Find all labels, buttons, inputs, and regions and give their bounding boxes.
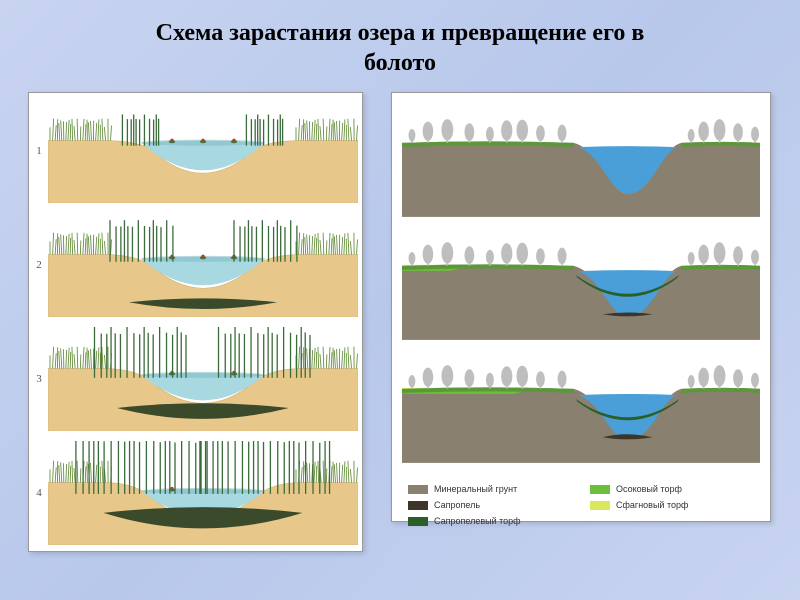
left-stage-svg	[48, 213, 358, 317]
title-line1: Схема зарастания озера и превращение его…	[156, 20, 645, 46]
legend-label: Осоковый торф	[616, 484, 682, 494]
legend-swatch	[590, 485, 610, 494]
stage-number: 1	[33, 145, 45, 157]
title-line2: болото	[364, 50, 436, 76]
legend-item: Сапропелевый торф	[408, 516, 572, 526]
right-diagram-panel: Минеральный грунт Осоковый торф Сапропел…	[391, 92, 771, 522]
legend-item: Минеральный грунт	[408, 484, 572, 494]
left-diagram-panel: 1 2	[28, 92, 363, 552]
left-stage-svg	[48, 99, 358, 203]
right-stage-svg	[402, 111, 760, 217]
right-stage-row	[402, 357, 760, 468]
left-stage-svg	[48, 441, 358, 545]
stage-number: 3	[33, 373, 45, 385]
right-stage-row	[402, 234, 760, 345]
stage-number: 4	[33, 487, 45, 499]
right-stage-svg	[402, 234, 760, 340]
right-stage-svg	[402, 357, 760, 463]
legend-label: Сапропелевый торф	[434, 516, 521, 526]
content-area: 1 2	[0, 92, 800, 552]
left-stage-row: 4	[33, 441, 358, 545]
legend-label: Сфагновый торф	[616, 500, 688, 510]
legend-swatch	[408, 517, 428, 526]
legend-item: Сапропель	[408, 500, 572, 510]
left-stage-row: 2	[33, 213, 358, 317]
left-stage-row: 3	[33, 327, 358, 431]
legend-label: Минеральный грунт	[434, 484, 517, 494]
legend-item: Сфагновый торф	[590, 500, 754, 510]
legend-label: Сапропель	[434, 500, 480, 510]
legend-item: Осоковый торф	[590, 484, 754, 494]
left-stage-row: 1	[33, 99, 358, 203]
legend: Минеральный грунт Осоковый торф Сапропел…	[402, 480, 760, 526]
left-stage-svg	[48, 327, 358, 431]
page-title: Схема зарастания озера и превращение его…	[0, 0, 800, 92]
right-stage-row	[402, 111, 760, 222]
stage-number: 2	[33, 259, 45, 271]
legend-swatch	[590, 501, 610, 510]
legend-swatch	[408, 501, 428, 510]
legend-swatch	[408, 485, 428, 494]
